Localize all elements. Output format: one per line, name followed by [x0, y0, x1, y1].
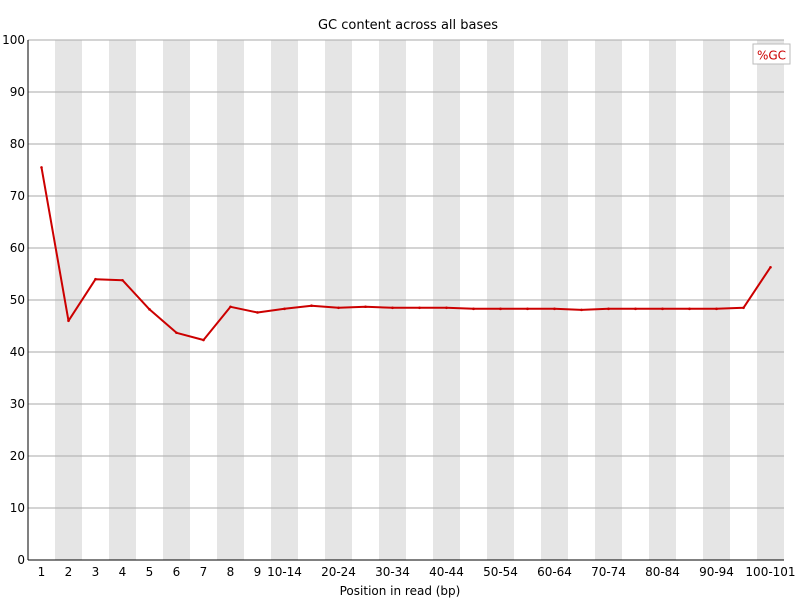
data-point — [472, 307, 475, 311]
x-tick-label: 5 — [146, 565, 154, 579]
axes — [27, 40, 784, 561]
y-tick-label: 0 — [17, 553, 25, 567]
y-tick-label: 20 — [10, 449, 25, 463]
x-tick-label: 20-24 — [321, 565, 356, 579]
data-point — [661, 307, 664, 311]
data-point — [688, 307, 691, 311]
x-tick-label: 40-44 — [429, 565, 464, 579]
data-point — [364, 305, 367, 309]
x-tick-label: 50-54 — [483, 565, 518, 579]
data-point — [526, 307, 529, 311]
data-point — [310, 304, 313, 308]
x-tick-label: 3 — [92, 565, 100, 579]
data-point — [499, 307, 502, 311]
x-tick-label: 8 — [227, 565, 235, 579]
data-point — [229, 305, 232, 309]
x-axis-title: Position in read (bp) — [340, 584, 461, 598]
data-point — [40, 166, 43, 169]
y-tick-label: 90 — [10, 85, 25, 99]
y-tick-label: 100 — [2, 33, 25, 47]
x-tick-label: 100-101 — [745, 565, 795, 579]
series-lines — [40, 166, 772, 342]
data-point — [256, 311, 259, 314]
legend: %GC — [752, 43, 791, 65]
x-tick-label: 60-64 — [537, 565, 572, 579]
data-point — [418, 306, 421, 310]
chart-title: GC content across all bases — [318, 18, 498, 33]
y-tick-label: 80 — [10, 137, 25, 151]
x-tick-label: 90-94 — [699, 565, 734, 579]
x-tick-label: 10-14 — [267, 565, 302, 579]
data-point — [148, 308, 151, 311]
data-point — [67, 319, 70, 323]
x-tick-label: 7 — [200, 565, 208, 579]
data-point — [94, 277, 97, 281]
x-tick-label: 4 — [119, 565, 127, 579]
data-point — [337, 306, 340, 310]
legend-box — [752, 43, 791, 65]
y-tick-label: 50 — [10, 293, 25, 307]
data-point — [634, 307, 637, 311]
x-tick-label: 30-34 — [375, 565, 410, 579]
data-point — [175, 331, 178, 335]
data-point — [769, 265, 772, 269]
data-point — [742, 306, 745, 310]
y-tick-labels: 0 10 20 30 40 50 60 70 80 90 100 — [2, 33, 25, 567]
data-point — [283, 307, 286, 311]
data-point — [121, 278, 124, 282]
data-point — [553, 307, 556, 311]
legend-label-gc: %GC — [757, 49, 786, 63]
y-tick-label: 10 — [10, 501, 25, 515]
x-tick-label: 6 — [173, 565, 181, 579]
x-tick-labels: 1 2 3 4 5 6 7 8 9 10-14 20-24 30-34 40-44 50-54 60-64 7… — [38, 565, 796, 579]
x-tick-label: 70-74 — [591, 565, 626, 579]
data-point — [607, 307, 610, 311]
data-point — [580, 308, 583, 312]
x-tick-label: 1 — [38, 565, 46, 579]
y-tick-label: 30 — [10, 397, 25, 411]
data-point — [202, 338, 205, 342]
y-tick-label: 70 — [10, 189, 25, 203]
data-point — [391, 306, 394, 310]
y-tick-label: 60 — [10, 241, 25, 255]
x-tick-label: 80-84 — [645, 565, 680, 579]
data-point — [445, 306, 448, 310]
data-point — [715, 307, 718, 311]
horizontal-gridlines — [28, 39, 784, 509]
x-tick-label: 2 — [65, 565, 73, 579]
series-line-gc — [40, 167, 772, 341]
y-tick-label: 40 — [10, 345, 25, 359]
x-tick-label: 9 — [254, 565, 262, 579]
